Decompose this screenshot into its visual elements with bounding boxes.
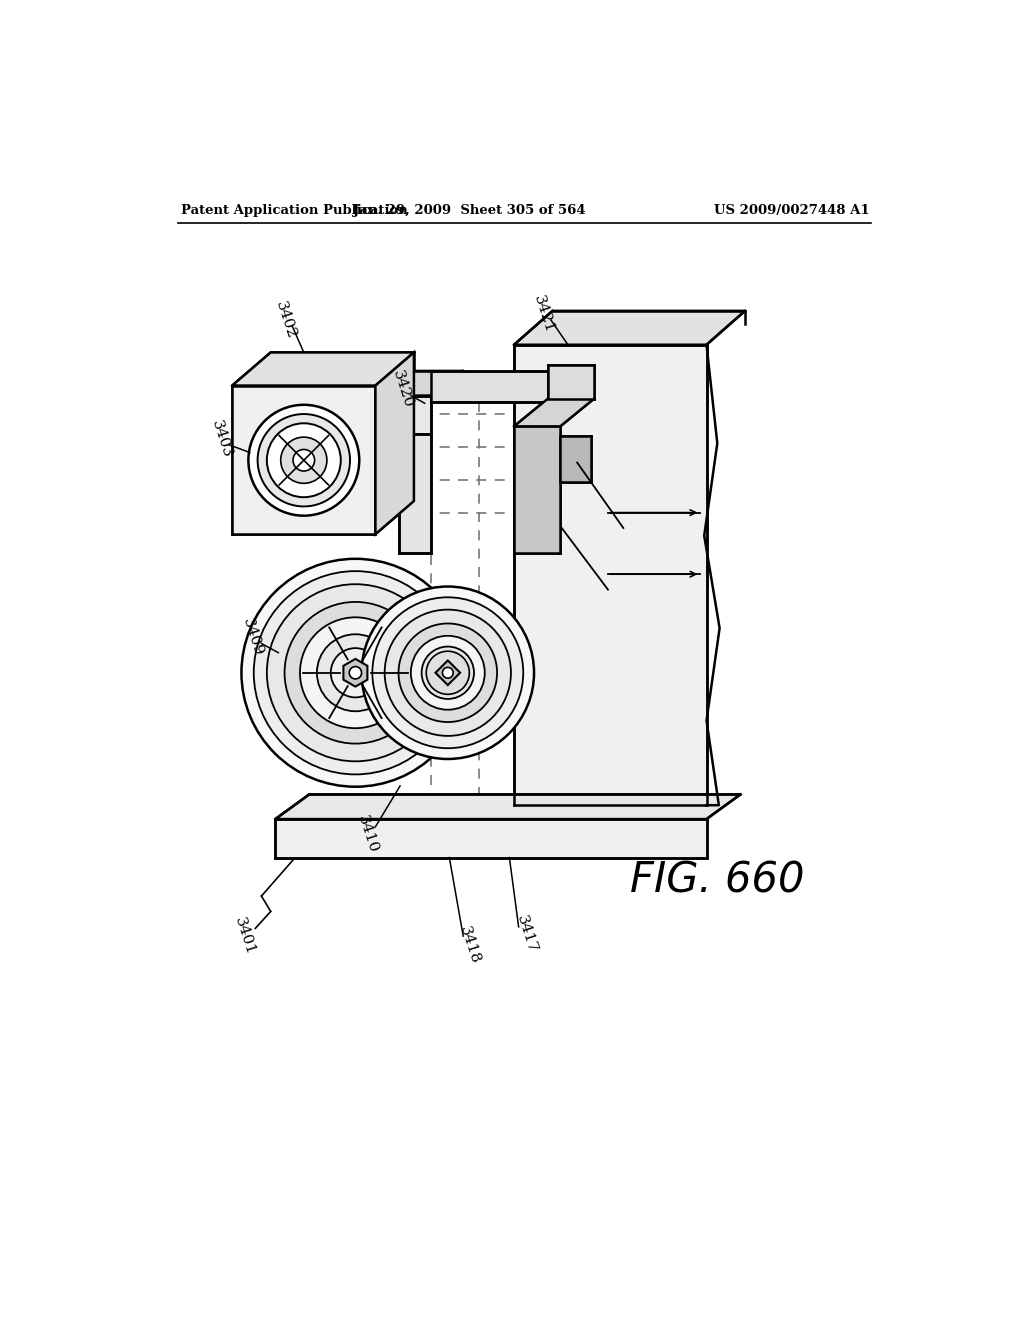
Circle shape [242,558,469,787]
Text: 3401: 3401 [231,916,257,957]
Text: Jan. 29, 2009  Sheet 305 of 564: Jan. 29, 2009 Sheet 305 of 564 [353,205,586,218]
Text: 3421: 3421 [530,293,556,334]
Circle shape [293,449,314,471]
Polygon shape [376,396,431,434]
Circle shape [249,405,359,516]
Polygon shape [514,345,707,805]
Circle shape [411,636,484,710]
Text: 3403: 3403 [209,418,234,461]
Circle shape [285,602,426,743]
Circle shape [281,437,327,483]
Polygon shape [514,426,560,553]
Polygon shape [560,436,591,482]
Circle shape [373,597,523,748]
Polygon shape [431,371,548,401]
Polygon shape [376,371,463,396]
Polygon shape [275,818,707,858]
Circle shape [422,647,474,700]
Circle shape [267,585,444,762]
Circle shape [361,586,535,759]
Polygon shape [275,795,740,818]
Polygon shape [398,434,431,553]
Polygon shape [514,399,594,426]
Circle shape [442,668,454,678]
Text: 3402: 3402 [273,300,299,341]
Circle shape [258,414,350,507]
Text: 3409: 3409 [240,616,265,657]
Polygon shape [343,659,368,686]
Circle shape [300,618,411,729]
Circle shape [398,623,497,722]
Circle shape [385,610,511,737]
Text: 3418: 3418 [457,925,482,966]
Circle shape [316,635,394,711]
Text: Patent Application Publication: Patent Application Publication [180,205,408,218]
Text: 3417: 3417 [514,913,539,956]
Polygon shape [514,312,745,345]
Text: FIG. 660: FIG. 660 [630,859,804,902]
Text: 3420: 3420 [390,368,416,411]
Circle shape [349,667,361,678]
Polygon shape [232,352,414,385]
Polygon shape [376,352,414,535]
Polygon shape [232,385,376,535]
Circle shape [426,651,469,694]
Polygon shape [435,660,460,685]
Circle shape [432,657,463,688]
Circle shape [254,572,457,775]
Circle shape [267,424,341,498]
Polygon shape [548,364,594,399]
Text: 3410: 3410 [355,814,380,855]
Circle shape [331,648,380,697]
Text: US 2009/0027448 A1: US 2009/0027448 A1 [714,205,869,218]
